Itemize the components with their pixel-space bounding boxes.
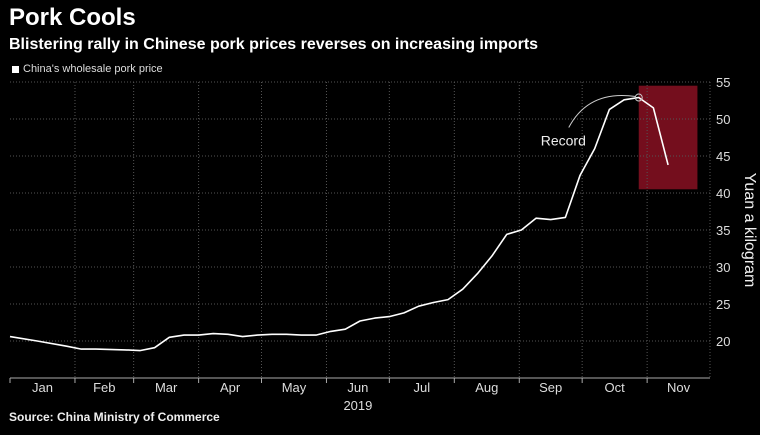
x-axis-label: 2019 [343,398,372,413]
y-tick-label: 45 [716,149,730,164]
source-note: Source: China Ministry of Commerce [9,410,220,424]
record-marker [634,93,643,102]
y-tick-label: 40 [716,186,730,201]
chart-title: Pork Cools [9,4,136,31]
legend-swatch [12,65,19,73]
y-tick-label: 25 [716,297,730,312]
x-tick-label: Jun [347,380,368,395]
x-tick-label: Jul [414,380,431,395]
chart-subtitle: Blistering rally in Chinese pork prices … [9,36,539,53]
y-axis-label: Yuan a kilogram [741,173,758,288]
y-tick-label: 50 [716,112,730,127]
x-tick-label: Nov [667,380,691,395]
annotation-leader [568,95,636,128]
legend-label: China's wholesale pork price [23,63,163,75]
x-tick-label: Mar [155,380,178,395]
legend: China's wholesale pork price [12,63,163,75]
x-tick-label: May [282,380,307,395]
highlight-box [638,85,698,190]
x-tick-label: Sep [539,380,562,395]
series-line [9,96,669,352]
y-tick-label: 20 [716,334,730,349]
y-tick-label: 30 [716,260,730,275]
y-tick-label: 35 [716,223,730,238]
x-tick-label: Oct [605,380,626,395]
annotation-label: Record [541,133,586,149]
x-tick-label: Jan [32,380,53,395]
x-tick-label: Apr [220,380,241,395]
x-tick-label: Feb [93,380,115,395]
y-tick-label: 55 [716,75,730,90]
x-tick-label: Aug [475,380,498,395]
